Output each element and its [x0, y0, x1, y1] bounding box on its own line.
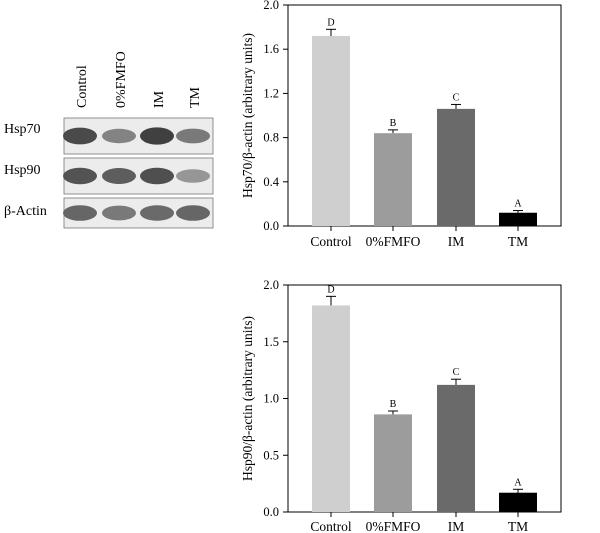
y-tick-label: 1.2 — [263, 86, 279, 100]
y-tick-label: 0.0 — [263, 219, 279, 233]
bar — [437, 108, 475, 226]
blot-row-label: Hsp90 — [4, 163, 41, 178]
western-blot-panel: Control 0%FMFO IM TM Hsp70 Hsp90 β-Actin — [4, 51, 214, 229]
significance-letter: B — [390, 399, 397, 410]
significance-letter: D — [327, 17, 334, 28]
x-tick-label: TM — [508, 234, 528, 249]
y-tick-label: 0.5 — [263, 448, 279, 462]
blot-band — [140, 127, 174, 145]
significance-letter: C — [453, 367, 460, 378]
y-tick-label: 1.5 — [263, 335, 279, 349]
blot-row-label: Hsp70 — [4, 122, 41, 137]
bar — [499, 492, 537, 512]
x-tick-label: TM — [508, 519, 528, 533]
x-tick-label: IM — [448, 519, 465, 533]
blot-row-label: β-Actin — [4, 204, 47, 219]
hsp70-bar-chart: 0.0 0.4 0.8 1.2 1.6 2.0 Hsp70/β-actin (arbitra… — [240, 0, 562, 249]
bar — [374, 414, 412, 512]
y-axis-label: Hsp70/β-actin (arbitrary units) — [240, 33, 255, 198]
hsp90-bar-chart: 0.0 0.5 1.0 1.5 2.0 Hsp90/β-actin (arbitrary … — [240, 278, 562, 533]
significance-letter: B — [390, 118, 397, 129]
bar — [312, 35, 350, 226]
lane-label: Control — [75, 65, 90, 108]
y-axis-label: Hsp90/β-actin (arbitrary units) — [240, 316, 255, 481]
x-tick-label: Control — [310, 234, 352, 249]
significance-letter: A — [514, 199, 522, 210]
blot-band — [102, 128, 136, 144]
y-tick-label: 0.4 — [263, 175, 279, 189]
plot-frame — [287, 4, 562, 227]
significance-letter: C — [453, 92, 460, 103]
blot-band — [63, 205, 97, 221]
x-tick-label: 0%FMFO — [366, 519, 421, 533]
bar — [437, 384, 475, 512]
x-tick-label: Control — [310, 519, 352, 533]
significance-letter: D — [327, 284, 334, 295]
blot-band — [63, 127, 97, 145]
x-tick-label: IM — [448, 234, 465, 249]
blot-band — [102, 205, 136, 221]
blot-band — [176, 128, 210, 144]
y-tick-label: 0.0 — [263, 505, 279, 519]
bar — [499, 212, 537, 226]
y-tick-label: 2.0 — [263, 0, 279, 12]
bar — [312, 305, 350, 512]
blot-band — [176, 205, 210, 221]
bar — [374, 133, 412, 226]
blot-band — [176, 169, 210, 183]
y-tick-label: 1.0 — [263, 392, 279, 406]
lane-label: 0%FMFO — [114, 51, 129, 108]
significance-letter: A — [514, 477, 522, 488]
blot-band — [140, 205, 174, 221]
blot-band — [102, 168, 136, 184]
y-tick-label: 0.8 — [263, 131, 279, 145]
x-tick-label: 0%FMFO — [366, 234, 421, 249]
blot-band — [140, 167, 174, 185]
y-tick-label: 1.6 — [263, 42, 279, 56]
blot-band — [63, 167, 97, 185]
y-tick-label: 2.0 — [263, 278, 279, 292]
lane-label: TM — [188, 86, 203, 108]
lane-label: IM — [152, 90, 167, 108]
